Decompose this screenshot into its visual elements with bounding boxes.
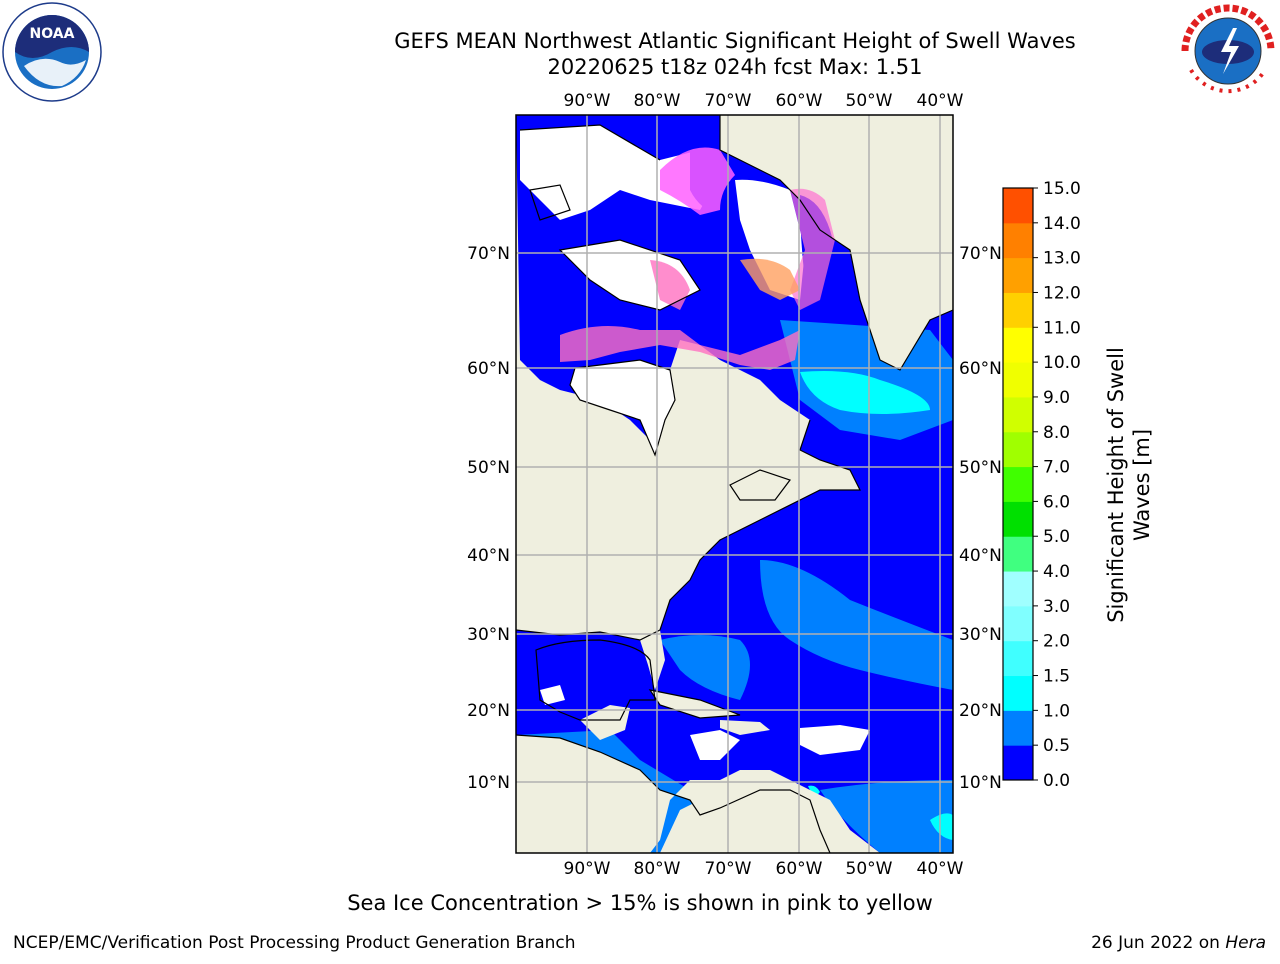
colorbar-band bbox=[1003, 188, 1033, 224]
lon-label: 50°W bbox=[846, 859, 893, 879]
colorbar-ticks: 0.0 0.5 1.0 1.5 2.0 3.0 4.0 5.0 6.0 7.0 8.0 9.0 10.0… bbox=[1033, 179, 1081, 791]
noaa-logo: NOAA bbox=[2, 2, 102, 102]
colorbar-tick-label: 0.0 bbox=[1043, 771, 1070, 791]
colorbar-tick-label: 1.0 bbox=[1043, 701, 1070, 721]
lat-label: 40°N bbox=[467, 546, 510, 566]
svg-text:Significant Height of Swell: Significant Height of Swell bbox=[1104, 347, 1128, 623]
lon-label: 70°W bbox=[705, 859, 752, 879]
colorbar-tick-label: 14.0 bbox=[1043, 214, 1081, 234]
colorbar-band bbox=[1003, 327, 1033, 363]
colorbar-tick-label: 3.0 bbox=[1043, 597, 1070, 617]
colorbar-label: Significant Height of Swell Waves [m] bbox=[1104, 347, 1154, 623]
lat-label: 70°N bbox=[959, 244, 1002, 264]
svg-text:Waves [m]: Waves [m] bbox=[1130, 429, 1154, 541]
colorbar bbox=[1002, 187, 1034, 781]
footer-branch: NCEP/EMC/Verification Post Processing Pr… bbox=[13, 933, 576, 953]
colorbar-tick-label: 8.0 bbox=[1043, 423, 1070, 443]
colorbar-tick-label: 6.0 bbox=[1043, 492, 1070, 512]
map-title: GEFS MEAN Northwest Atlantic Significant… bbox=[394, 29, 1076, 53]
colorbar-band bbox=[1003, 431, 1033, 468]
lon-label: 50°W bbox=[846, 91, 893, 111]
colorbar-band bbox=[1003, 466, 1033, 502]
top-lon-labels: 90°W 80°W 70°W 60°W 50°W 40°W bbox=[564, 91, 964, 111]
lat-label: 50°N bbox=[467, 458, 510, 478]
footer-date-text: 26 Jun 2022 on bbox=[1091, 933, 1226, 953]
colorbar-band bbox=[1003, 605, 1033, 642]
map-frame bbox=[515, 114, 954, 854]
colorbar-band bbox=[1003, 396, 1033, 433]
lat-label: 10°N bbox=[959, 773, 1002, 793]
lon-label: 70°W bbox=[705, 91, 752, 111]
colorbar-band bbox=[1003, 257, 1033, 293]
colorbar-tick-label: 0.5 bbox=[1043, 736, 1070, 756]
colorbar-band bbox=[1003, 710, 1033, 746]
colorbar-band bbox=[1003, 501, 1033, 537]
lon-label: 40°W bbox=[917, 859, 964, 879]
colorbar-tick-label: 12.0 bbox=[1043, 283, 1081, 303]
colorbar-band bbox=[1003, 292, 1033, 328]
colorbar-frame bbox=[1002, 187, 1034, 781]
colorbar-tick-label: 9.0 bbox=[1043, 388, 1070, 408]
colorbar-band bbox=[1003, 571, 1033, 607]
lon-label: 40°W bbox=[917, 91, 964, 111]
colorbar-band bbox=[1003, 675, 1033, 711]
lat-label: 30°N bbox=[467, 625, 510, 645]
lon-label: 80°W bbox=[634, 859, 681, 879]
lat-label: 40°N bbox=[959, 546, 1002, 566]
left-lat-labels: 70°N 60°N 50°N 40°N 30°N 20°N 10°N bbox=[467, 244, 510, 793]
footer-date: 26 Jun 2022 on Hera bbox=[1091, 933, 1266, 953]
sea-ice-note: Sea Ice Concentration > 15% is shown in … bbox=[347, 891, 933, 915]
colorbar-tick-label: 1.5 bbox=[1043, 667, 1070, 687]
map-subtitle: 20220625 t18z 024h fcst Max: 1.51 bbox=[547, 55, 923, 79]
colorbar-tick-label: 4.0 bbox=[1043, 562, 1070, 582]
lat-label: 70°N bbox=[467, 244, 510, 264]
bottom-lon-labels: 90°W 80°W 70°W 60°W 50°W 40°W bbox=[564, 859, 964, 879]
colorbar-band bbox=[1003, 222, 1033, 259]
colorbar-tick-label: 15.0 bbox=[1043, 179, 1081, 199]
svg-text:NOAA: NOAA bbox=[30, 26, 75, 42]
colorbar-tick-label: 2.0 bbox=[1043, 632, 1070, 652]
colorbar-band bbox=[1003, 640, 1033, 677]
map-area bbox=[516, 115, 953, 853]
lat-label: 10°N bbox=[467, 773, 510, 793]
colorbar-band bbox=[1003, 745, 1033, 781]
lat-label: 30°N bbox=[959, 625, 1002, 645]
footer-machine: Hera bbox=[1225, 933, 1266, 953]
colorbar-tick-label: 13.0 bbox=[1043, 249, 1081, 269]
lat-label: 20°N bbox=[959, 701, 1002, 721]
colorbar-tick-label: 11.0 bbox=[1043, 318, 1081, 338]
lat-label: 50°N bbox=[959, 458, 1002, 478]
lon-label: 80°W bbox=[634, 91, 681, 111]
lat-label: 20°N bbox=[467, 701, 510, 721]
colorbar-band bbox=[1003, 536, 1033, 572]
right-lat-labels: 70°N 60°N 50°N 40°N 30°N 20°N 10°N bbox=[959, 244, 1002, 793]
lon-label: 60°W bbox=[776, 91, 823, 111]
colorbar-tick-label: 10.0 bbox=[1043, 353, 1081, 373]
lat-label: 60°N bbox=[959, 359, 1002, 379]
colorbar-band bbox=[1003, 362, 1033, 398]
nws-logo bbox=[1177, 0, 1279, 102]
colorbar-tick-label: 5.0 bbox=[1043, 527, 1070, 547]
lon-label: 60°W bbox=[776, 859, 823, 879]
lat-label: 60°N bbox=[467, 359, 510, 379]
colorbar-tick-label: 7.0 bbox=[1043, 458, 1070, 478]
lon-label: 90°W bbox=[564, 859, 611, 879]
lon-label: 90°W bbox=[564, 91, 611, 111]
